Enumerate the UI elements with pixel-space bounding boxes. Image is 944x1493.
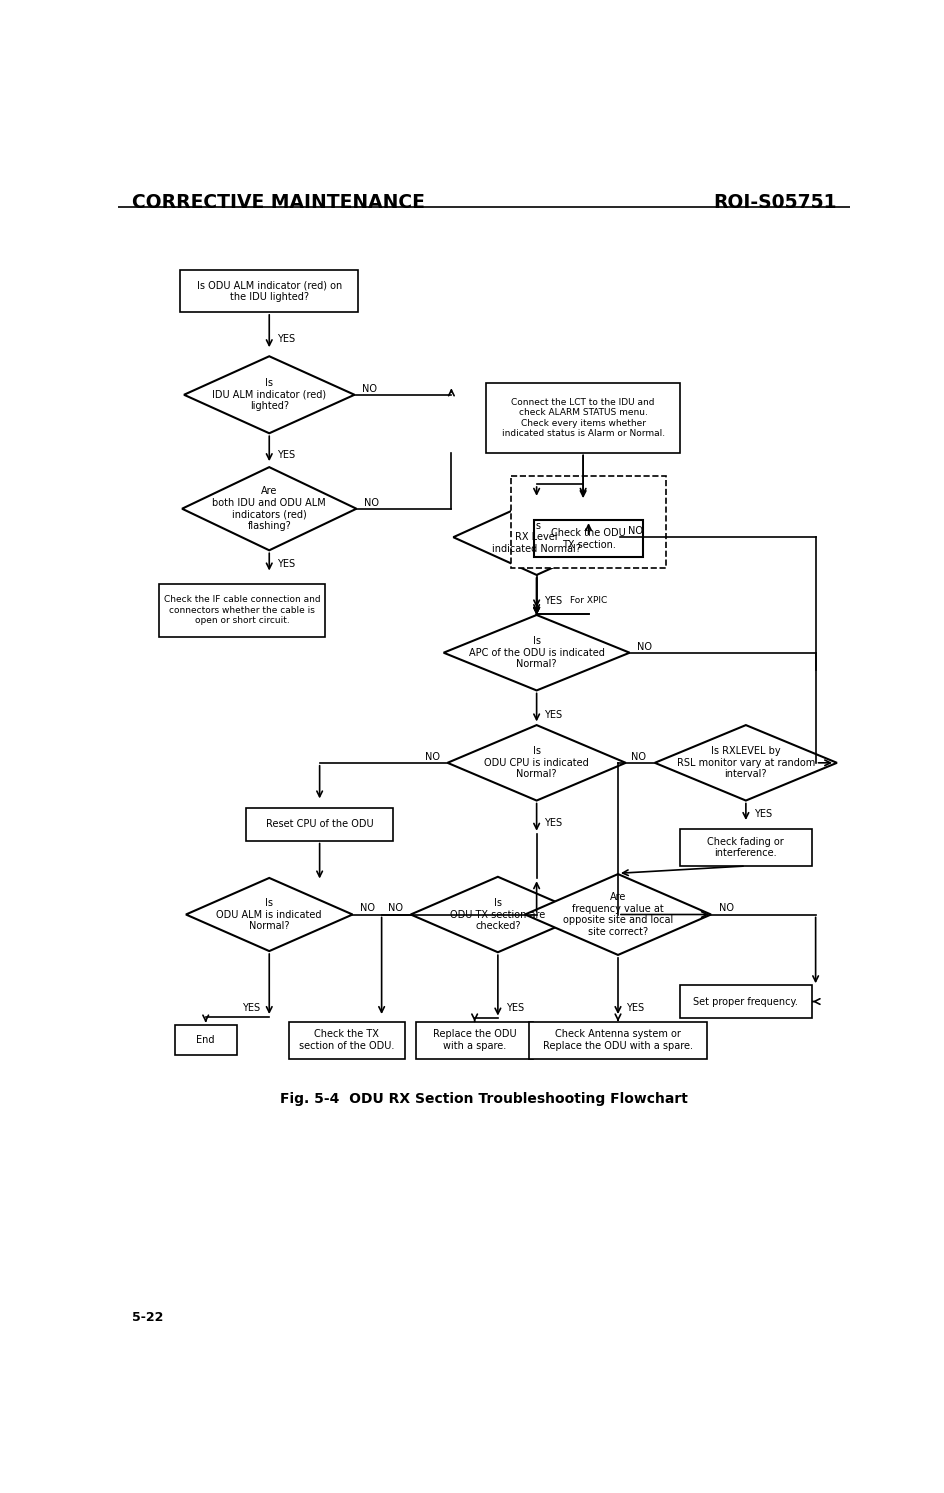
Polygon shape <box>654 726 836 800</box>
Bar <box>680 985 811 1018</box>
Text: NO: NO <box>388 903 402 914</box>
Bar <box>175 1026 236 1054</box>
Bar <box>486 384 680 452</box>
Text: Check fading or
interference.: Check fading or interference. <box>707 836 784 858</box>
Text: NO: NO <box>424 751 439 761</box>
Text: Fig. 5-4  ODU RX Section Troubleshooting Flowchart: Fig. 5-4 ODU RX Section Troubleshooting … <box>279 1093 687 1106</box>
Text: YES: YES <box>505 1003 523 1012</box>
Text: NO: NO <box>363 497 379 508</box>
Text: Check Antenna system or
Replace the ODU with a spare.: Check Antenna system or Replace the ODU … <box>543 1029 692 1051</box>
Text: Is
ODU CPU is indicated
Normal?: Is ODU CPU is indicated Normal? <box>483 746 588 779</box>
Text: YES: YES <box>752 809 771 818</box>
Bar <box>159 584 325 636</box>
Text: Are
both IDU and ODU ALM
indicators (red)
flashing?: Are both IDU and ODU ALM indicators (red… <box>212 487 326 532</box>
Text: Replace the ODU
with a spare.: Replace the ODU with a spare. <box>432 1029 515 1051</box>
Polygon shape <box>453 500 619 575</box>
Polygon shape <box>186 878 352 951</box>
Text: Connect the LCT to the IDU and
check ALARM STATUS menu.
Check every items whethe: Connect the LCT to the IDU and check ALA… <box>501 397 664 437</box>
Text: YES: YES <box>277 449 295 460</box>
Text: Are
frequency value at
opposite site and local
site correct?: Are frequency value at opposite site and… <box>563 893 672 938</box>
Text: Is RXLEVEL by
RSL monitor vary at random
interval?: Is RXLEVEL by RSL monitor vary at random… <box>676 746 814 779</box>
Text: YES: YES <box>625 1003 643 1012</box>
Bar <box>511 476 666 567</box>
Polygon shape <box>447 726 625 800</box>
Text: Is
ODU ALM is indicated
Normal?: Is ODU ALM is indicated Normal? <box>216 897 322 932</box>
Text: YES: YES <box>242 1003 260 1012</box>
Bar <box>680 829 811 866</box>
Polygon shape <box>182 467 356 551</box>
Text: Reset CPU of the ODU: Reset CPU of the ODU <box>265 820 373 830</box>
Text: 5-22: 5-22 <box>132 1311 163 1324</box>
Bar <box>245 808 393 841</box>
Text: YES: YES <box>277 334 295 345</box>
Text: Is
RX Level
indicated Normal?: Is RX Level indicated Normal? <box>492 521 581 554</box>
Text: For XPIC: For XPIC <box>569 596 607 605</box>
Bar <box>180 270 358 312</box>
Text: YES: YES <box>544 818 562 829</box>
Text: Check the ODU
TX section.: Check the ODU TX section. <box>550 529 625 549</box>
Text: YES: YES <box>544 711 562 720</box>
Text: CORRECTIVE MAINTENANCE: CORRECTIVE MAINTENANCE <box>132 193 425 212</box>
Text: Is
APC of the ODU is indicated
Normal?: Is APC of the ODU is indicated Normal? <box>468 636 604 669</box>
Text: Set proper frequency.: Set proper frequency. <box>693 996 798 1006</box>
Text: NO: NO <box>627 526 642 536</box>
Text: NO: NO <box>636 642 651 651</box>
Bar <box>416 1021 532 1059</box>
Text: Is
IDU ALM indicator (red)
lighted?: Is IDU ALM indicator (red) lighted? <box>212 378 326 412</box>
Text: Check the TX
section of the ODU.: Check the TX section of the ODU. <box>298 1029 394 1051</box>
Polygon shape <box>443 615 629 690</box>
Text: Is
ODU TX section are
checked?: Is ODU TX section are checked? <box>449 897 545 932</box>
Text: End: End <box>196 1035 214 1045</box>
Bar <box>533 520 642 557</box>
Polygon shape <box>525 873 710 956</box>
Polygon shape <box>411 876 584 953</box>
Polygon shape <box>184 357 354 433</box>
Text: YES: YES <box>277 560 295 569</box>
Text: NO: NO <box>718 903 733 914</box>
Text: Is ODU ALM indicator (red) on
the IDU lighted?: Is ODU ALM indicator (red) on the IDU li… <box>196 281 342 302</box>
Text: NO: NO <box>362 384 377 394</box>
Bar <box>288 1021 404 1059</box>
Text: NO: NO <box>360 903 375 914</box>
Text: Check the IF cable connection and
connectors whether the cable is
open or short : Check the IF cable connection and connec… <box>163 596 320 626</box>
Bar <box>529 1021 706 1059</box>
Text: NO: NO <box>630 751 645 761</box>
Text: YES: YES <box>544 596 562 606</box>
Text: ROI-S05751: ROI-S05751 <box>713 193 835 212</box>
